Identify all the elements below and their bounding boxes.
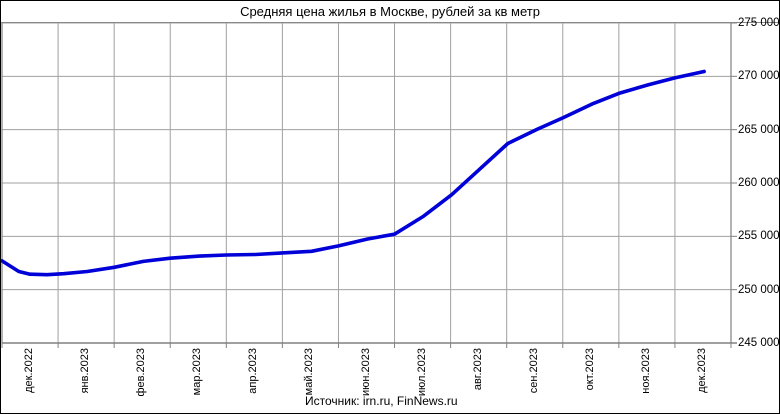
x-tick-label: янв.2023 bbox=[79, 348, 92, 394]
y-tick-label: 255 000 bbox=[738, 230, 780, 243]
y-tick-label: 275 000 bbox=[738, 17, 780, 29]
x-tick-label: сен.2023 bbox=[527, 348, 540, 394]
y-tick-label: 260 000 bbox=[738, 177, 780, 189]
chart-title: Средняя цена жилья в Москве, рублей за к… bbox=[240, 4, 540, 19]
x-tick-label: ноя.2023 bbox=[639, 348, 652, 394]
price-line-series bbox=[1, 69, 706, 277]
chart-title-band: Средняя цена жилья в Москве, рублей за к… bbox=[1, 1, 779, 23]
x-tick-label: дек.2022 bbox=[23, 348, 36, 393]
x-tick-label: окт.2023 bbox=[583, 348, 596, 391]
x-tick-label: апр.2023 bbox=[247, 348, 260, 394]
y-tick-label: 265 000 bbox=[738, 123, 780, 136]
x-tick-label: авг.2023 bbox=[471, 348, 484, 391]
x-tick-label: май.2023 bbox=[303, 348, 316, 396]
source-note: Источник: irn.ru, FinNews.ru bbox=[305, 394, 458, 408]
x-tick-label: июн.2023 bbox=[359, 348, 372, 396]
y-tick-label: 250 000 bbox=[738, 283, 780, 296]
x-tick-label: фев.2023 bbox=[135, 348, 148, 397]
x-tick-label: мар.2023 bbox=[191, 348, 204, 396]
y-tick-label: 270 000 bbox=[738, 70, 780, 83]
x-tick-label: дек.2023 bbox=[695, 348, 708, 393]
x-tick-label: июл.2023 bbox=[415, 348, 428, 397]
y-tick-label: 245 000 bbox=[738, 337, 780, 349]
